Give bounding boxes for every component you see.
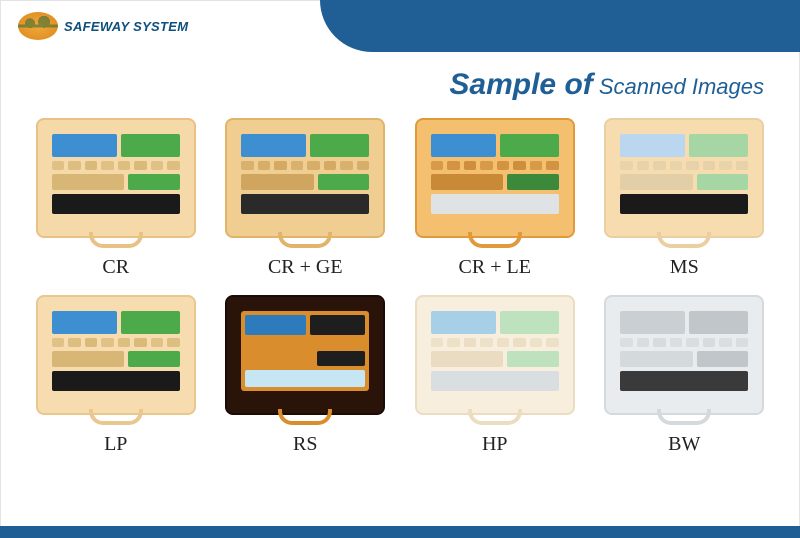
- scan-image: [604, 295, 764, 415]
- scan-image: [36, 118, 196, 238]
- brand-text: SAFEWAY SYSTEM: [64, 19, 188, 34]
- sample-cell: CR + LE: [411, 118, 579, 279]
- sample-label: BW: [668, 433, 700, 456]
- header-curve: [320, 0, 800, 52]
- sample-cell: HP: [411, 295, 579, 456]
- sample-grid: CR CR + GE CR + LE MS LP RS HP BW: [0, 108, 800, 456]
- sample-label: CR: [102, 256, 129, 279]
- sample-cell: CR: [32, 118, 200, 279]
- title-main: Sample of: [449, 68, 592, 101]
- scan-image: [225, 118, 385, 238]
- scan-image: [36, 295, 196, 415]
- sample-label: MS: [670, 256, 699, 279]
- sample-cell: LP: [32, 295, 200, 456]
- sample-label: LP: [104, 433, 127, 456]
- sample-label: RS: [293, 433, 317, 456]
- sample-cell: CR + GE: [222, 118, 390, 279]
- header: SAFEWAY SYSTEM: [0, 0, 800, 52]
- page-title: Sample of Scanned Images: [0, 52, 800, 108]
- brand-logo: SAFEWAY SYSTEM: [0, 0, 188, 52]
- sample-label: CR + GE: [268, 256, 343, 279]
- scan-image: [604, 118, 764, 238]
- sample-cell: MS: [601, 118, 769, 279]
- sample-cell: RS: [222, 295, 390, 456]
- scan-image: [225, 295, 385, 415]
- footer-bar: [0, 526, 800, 538]
- sample-label: CR + LE: [459, 256, 531, 279]
- sample-cell: BW: [601, 295, 769, 456]
- scan-image: [415, 295, 575, 415]
- title-sub: Scanned Images: [593, 74, 764, 99]
- scan-image: [415, 118, 575, 238]
- globe-icon: [18, 12, 58, 40]
- sample-label: HP: [482, 433, 508, 456]
